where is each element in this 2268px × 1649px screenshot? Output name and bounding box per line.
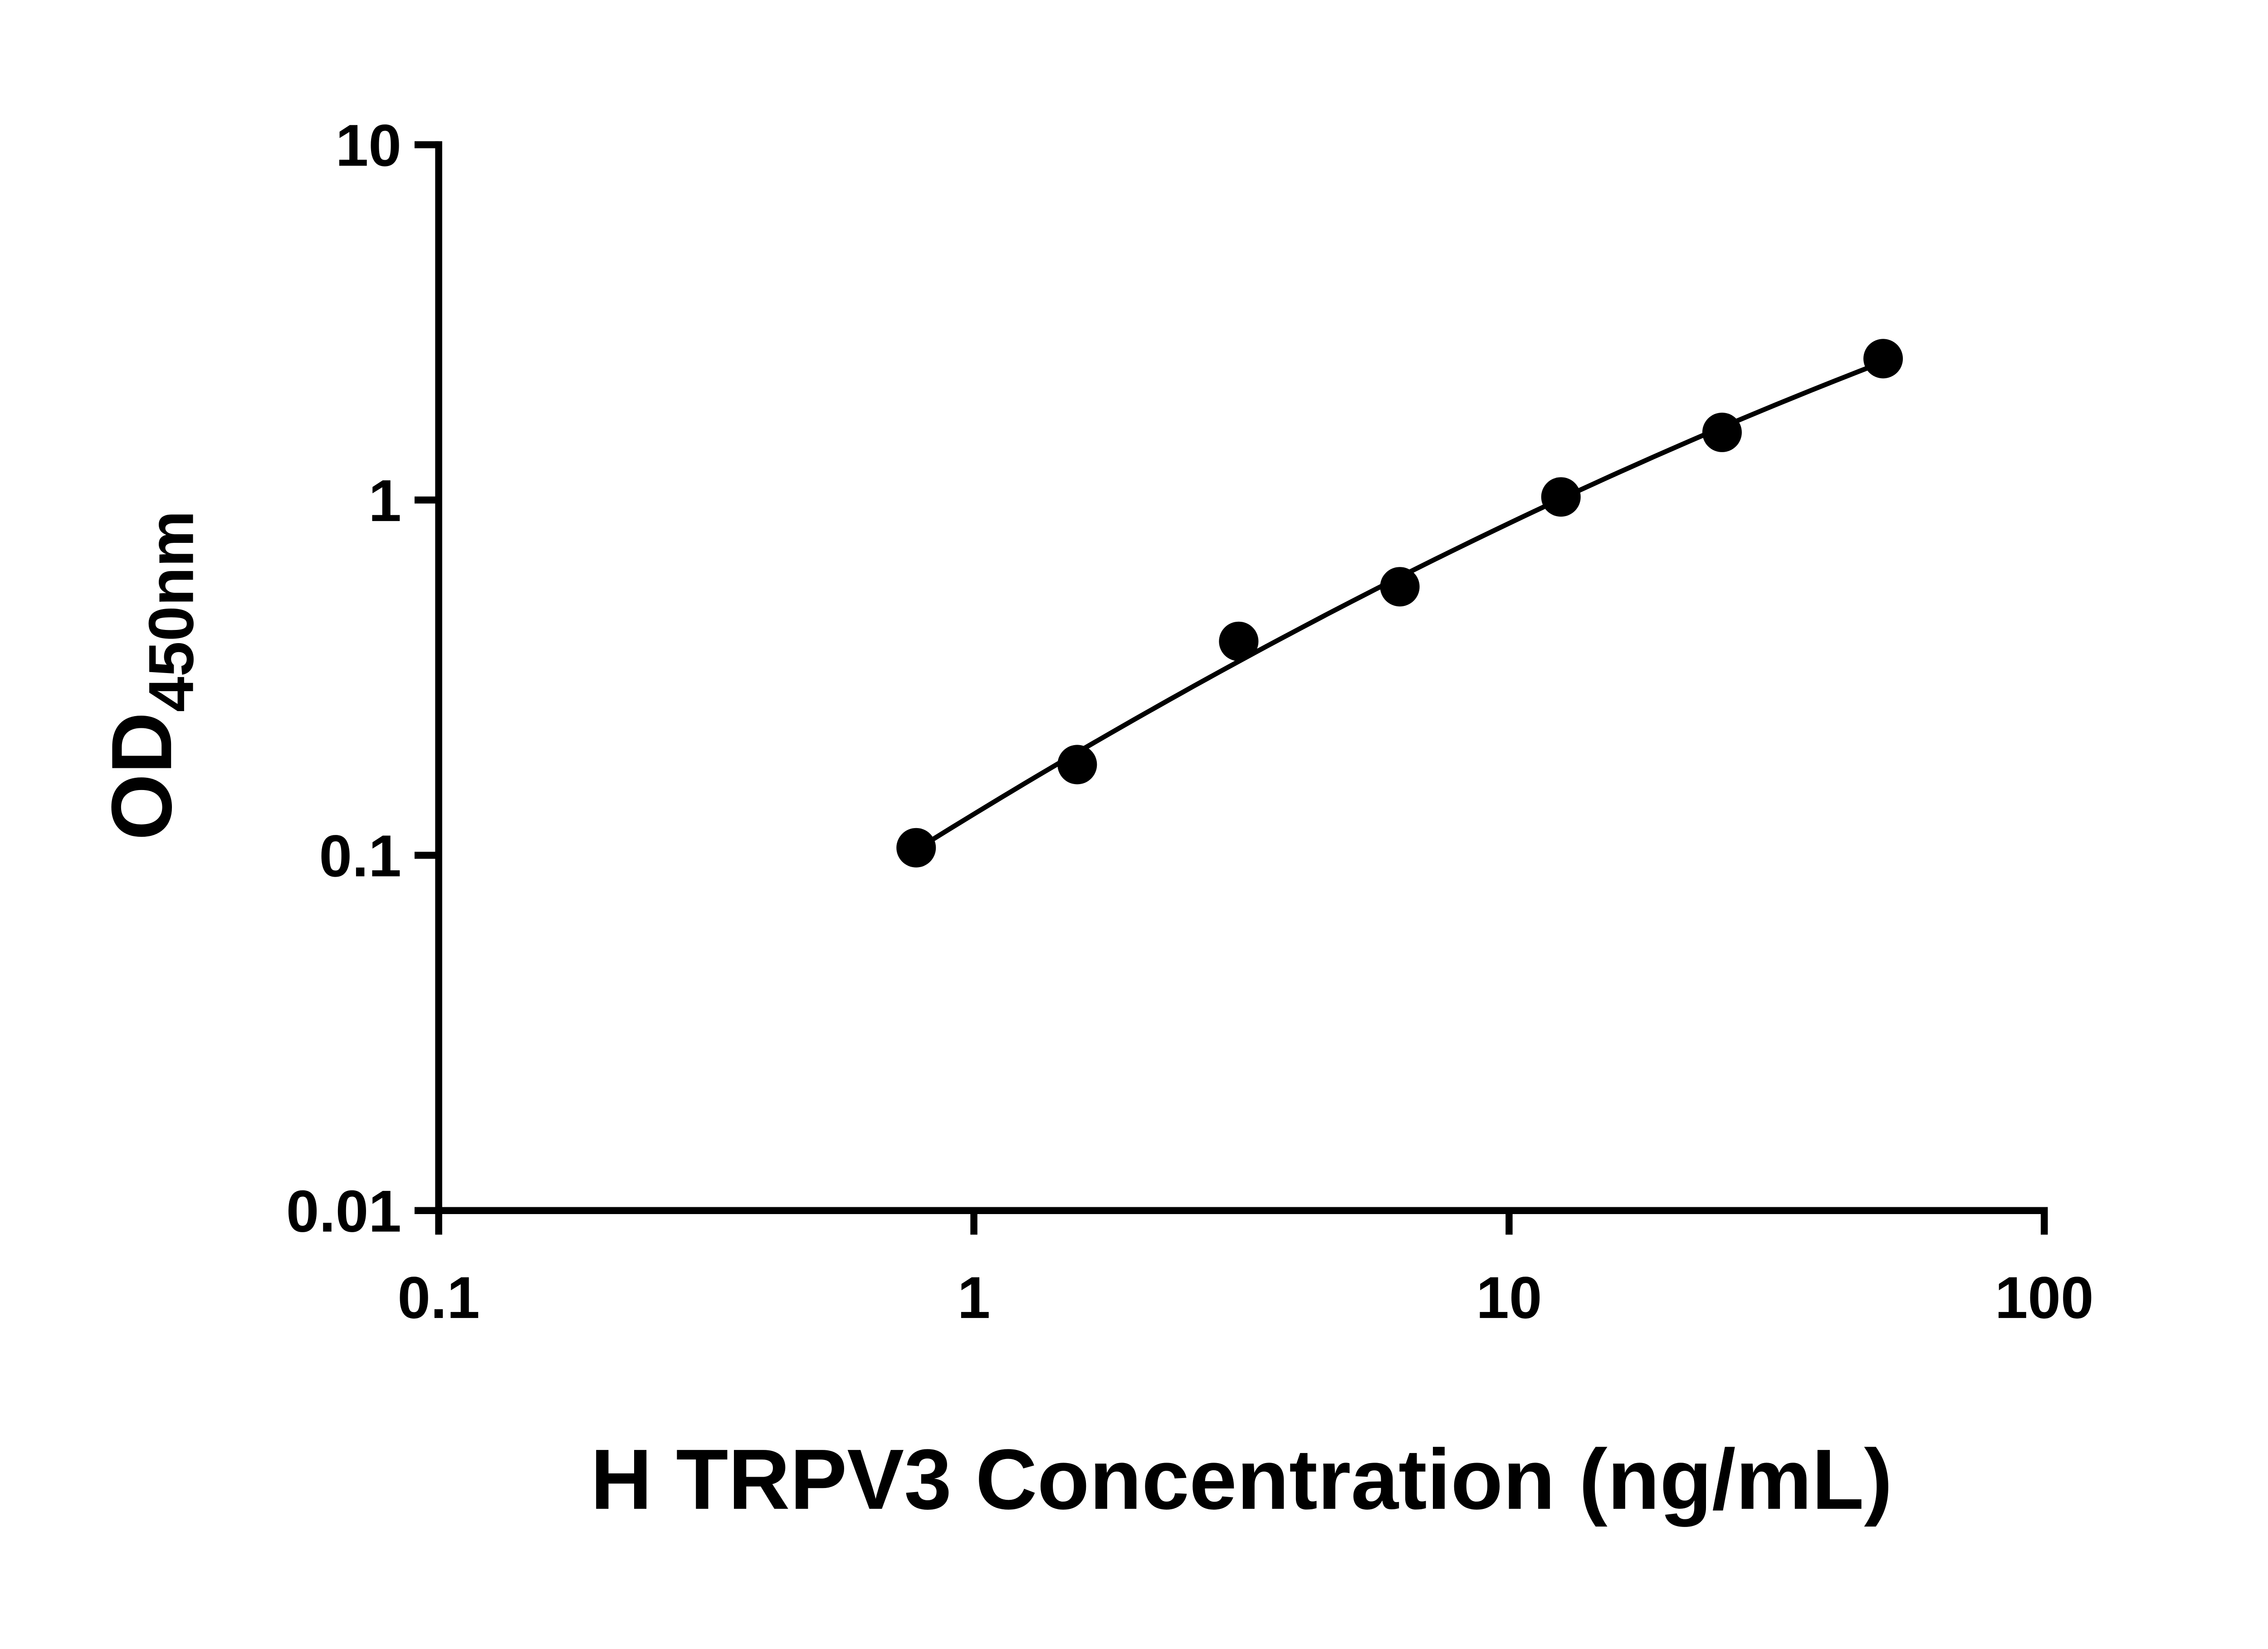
y-axis-title-subscript: 450nm [136, 511, 207, 712]
y-axis-title-main: OD [93, 712, 189, 840]
data-point-marker [1863, 339, 1903, 379]
data-point-marker [1219, 621, 1259, 661]
axes: 0.1 1 10 100 0.01 0.1 1 10 [286, 112, 2094, 1331]
x-tick-label: 100 [1995, 1264, 2094, 1331]
elisa-standard-curve-figure: 0.1 1 10 100 0.01 0.1 1 10 H TRPV3 Concentratio… [93, 112, 2094, 1527]
x-tick-label: 0.1 [397, 1264, 479, 1331]
data-point-marker [1702, 412, 1742, 452]
axis-frame [435, 141, 2048, 1214]
chart-canvas: 0.1 1 10 100 0.01 0.1 1 10 H TRPV3 Concentratio… [93, 112, 2094, 1527]
data-series [896, 339, 1903, 868]
x-axis-title: H TRPV3 Concentration (ng/mL) [591, 1431, 1893, 1527]
y-tick-label: 1 [368, 468, 401, 534]
y-axis-title: OD450nm [93, 511, 206, 840]
data-point-marker [1541, 477, 1581, 517]
x-tick-label: 1 [958, 1264, 991, 1331]
x-tick-label: 10 [1476, 1264, 1542, 1331]
y-tick-label: 10 [336, 112, 401, 179]
data-point-marker [1057, 745, 1097, 785]
data-point-marker [1380, 567, 1420, 607]
y-tick-label: 0.1 [319, 823, 401, 889]
data-point-marker [896, 828, 936, 868]
y-tick-label: 0.01 [286, 1178, 401, 1244]
